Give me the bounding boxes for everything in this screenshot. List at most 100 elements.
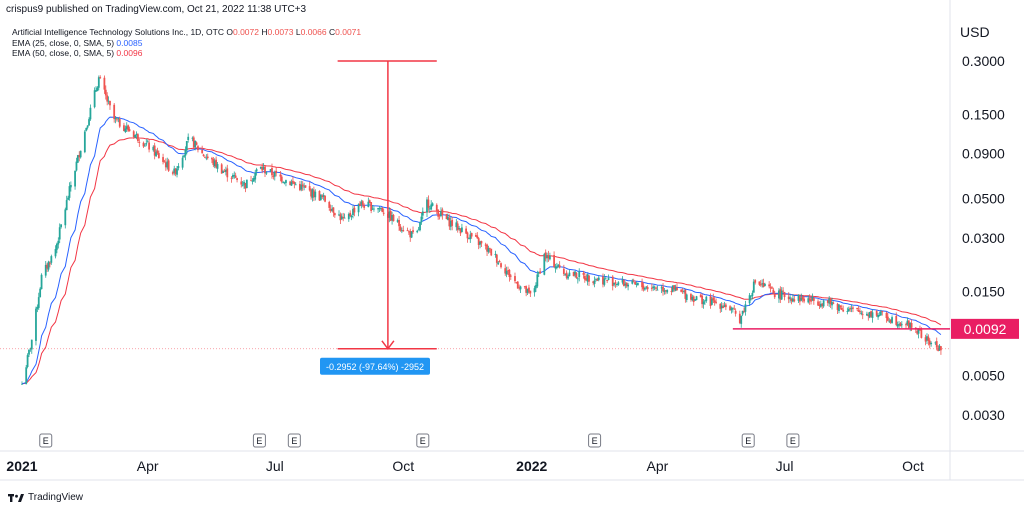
candle-body [75,161,78,171]
candle-body [265,172,268,174]
candle-body [272,175,275,177]
y-axis-ticks: 0.3000 0.1500 0.0900 0.0500 0.0300 0.0150 0.00… [962,53,1005,423]
candle-body [724,304,727,308]
candle-body [273,171,276,177]
candle-body [614,282,617,284]
candle-body [125,126,128,130]
candle-body [574,271,576,275]
candle-body [371,208,374,210]
y-tick-label: 0.0300 [962,230,1005,246]
earnings-marker-label: E [592,436,598,446]
candle-body [106,95,109,102]
candle-body [58,227,61,240]
candle-body [558,265,561,268]
candle-body [850,308,853,310]
x-tick-label: Oct [902,458,924,474]
candle-body [289,181,292,186]
candle-body [47,261,50,270]
earnings-marker [786,433,800,448]
candle-body [65,200,68,211]
candle-body [49,263,51,265]
candle-body [448,217,451,227]
candle-body [723,305,726,308]
candle-body [840,307,843,310]
candle-body [93,90,96,108]
candle-body [290,181,293,186]
candle-body [572,271,575,277]
candle-body [412,230,414,233]
candle-body [347,214,350,220]
candle-body [861,314,864,316]
candle-body [388,211,391,218]
candle-body [392,214,395,222]
candle-body [378,208,381,210]
measure-tool[interactable]: -0.2952 (-97.64%) -2952 [0,60,950,375]
candle-body [176,168,178,175]
candle-body [240,181,243,185]
candle-body [319,194,322,200]
candle-body [459,228,462,234]
candle-body [810,299,812,302]
earnings-marker [252,433,266,448]
candle-body [428,208,431,210]
candle-body [164,162,167,168]
candle-body [231,175,234,178]
candle-body [226,168,229,178]
candle-body [715,301,717,303]
candle-body [367,201,370,208]
candle-body [78,154,81,158]
candle-body [807,298,810,303]
candle-body [406,230,409,232]
candle-body [602,276,604,285]
candle-body [322,195,325,197]
candle-body [488,248,491,249]
candle-body [877,314,879,318]
candle-body [673,285,676,290]
candle-body [812,298,815,301]
candle-body [368,200,371,204]
candle-body [409,230,412,238]
candle-body [881,310,884,313]
candle-body [331,208,333,211]
candle-body [241,185,244,187]
candle-body [173,168,176,173]
candle-body [312,190,315,198]
candle-body [192,137,195,148]
candle-body [449,220,452,227]
candle-body [212,159,215,165]
candle-body [244,182,247,189]
candle-body [634,282,636,285]
candle-body [800,297,803,301]
candle-body [740,315,743,324]
candle-body [582,273,585,275]
price-tag-label: 0.0092 [964,321,1007,337]
ohlc-low-key: L [295,27,301,37]
candle-body [400,230,403,232]
candle-body [96,87,99,92]
candle-body [771,287,773,289]
measure-label: -0.2952 (-97.64%) -2952 [326,362,424,372]
candle-body [617,282,620,285]
candle-body [328,201,331,208]
candle-body [938,345,941,351]
candle-body [50,256,53,263]
legend-ema50-row: EMA (50, close, 0, SMA, 5) 0.0096 [12,48,361,59]
legend-symbol: Artificial Intelligence Technology Solut… [12,27,224,37]
candle-body [859,310,861,313]
candle-body [56,243,58,250]
candle-body [588,275,590,282]
candle-body [906,320,909,325]
candle-body [223,171,226,173]
candle-body [64,209,67,226]
candle-body [762,283,765,287]
candle-body [426,199,428,213]
candle-body [44,264,47,276]
candle-body [930,342,933,345]
horizontal-line-group[interactable]: 0.0092 [732,318,1019,339]
candle-body [731,307,734,309]
candle-body [191,137,194,139]
candle-body [712,297,715,301]
candle-body [758,281,761,285]
candle-body [537,272,540,274]
